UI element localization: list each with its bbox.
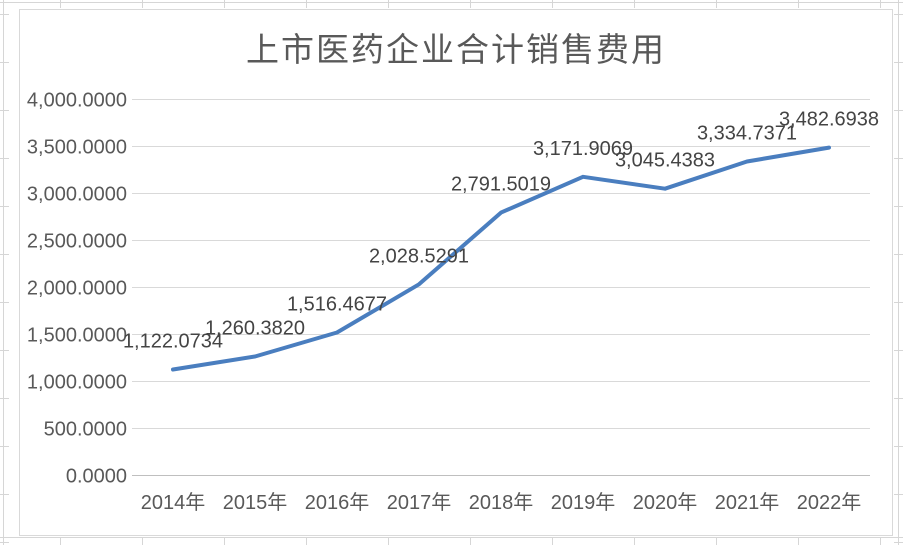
y-tick-label: 1,000.0000: [27, 372, 127, 394]
data-label: 1,260.3820: [205, 318, 305, 340]
data-label: 3,334.7371: [697, 123, 797, 145]
x-tick-label: 2022年: [797, 491, 862, 514]
y-tick-label: 500.0000: [44, 419, 127, 441]
y-tick-label: 4,000.0000: [27, 90, 127, 112]
data-label: 3,045.4383: [615, 150, 715, 172]
y-tick-label: 3,000.0000: [27, 184, 127, 206]
x-tick-label: 2020年: [633, 491, 698, 514]
x-tick-label: 2015年: [223, 491, 288, 514]
y-tick-label: 2,500.0000: [27, 231, 127, 253]
chart-object[interactable]: 上市医药企业合计销售费用 0.0000 500.0000 1,000.0000 1,5…: [19, 9, 893, 536]
data-label: 3,171.9069: [533, 138, 633, 160]
x-tick-label: 2021年: [715, 491, 780, 514]
chart-title: 上市医药企业合计销售费用: [246, 31, 666, 68]
x-tick-label: 2019年: [551, 491, 616, 514]
data-label: 3,482.6938: [779, 109, 879, 131]
y-tick-label: 1,500.0000: [27, 325, 127, 347]
x-tick-label: 2018年: [469, 491, 534, 514]
x-tick-label: 2014年: [141, 491, 206, 514]
data-label: 1,122.0734: [123, 331, 223, 353]
x-tick-label: 2016年: [305, 491, 370, 514]
y-tick-label: 2,000.0000: [27, 278, 127, 300]
data-label: 2,028.5291: [369, 245, 469, 267]
series-line[interactable]: [171, 145, 831, 372]
data-label: 2,791.5019: [451, 174, 551, 196]
data-label: 1,516.4677: [287, 294, 387, 316]
y-tick-label: 3,500.0000: [27, 137, 127, 159]
line-chart: 0.0000 500.0000 1,000.0000 1,500.0000 2,000.…: [27, 90, 879, 515]
x-tick-label: 2017年: [387, 491, 452, 514]
y-tick-label: 0.0000: [66, 466, 127, 488]
